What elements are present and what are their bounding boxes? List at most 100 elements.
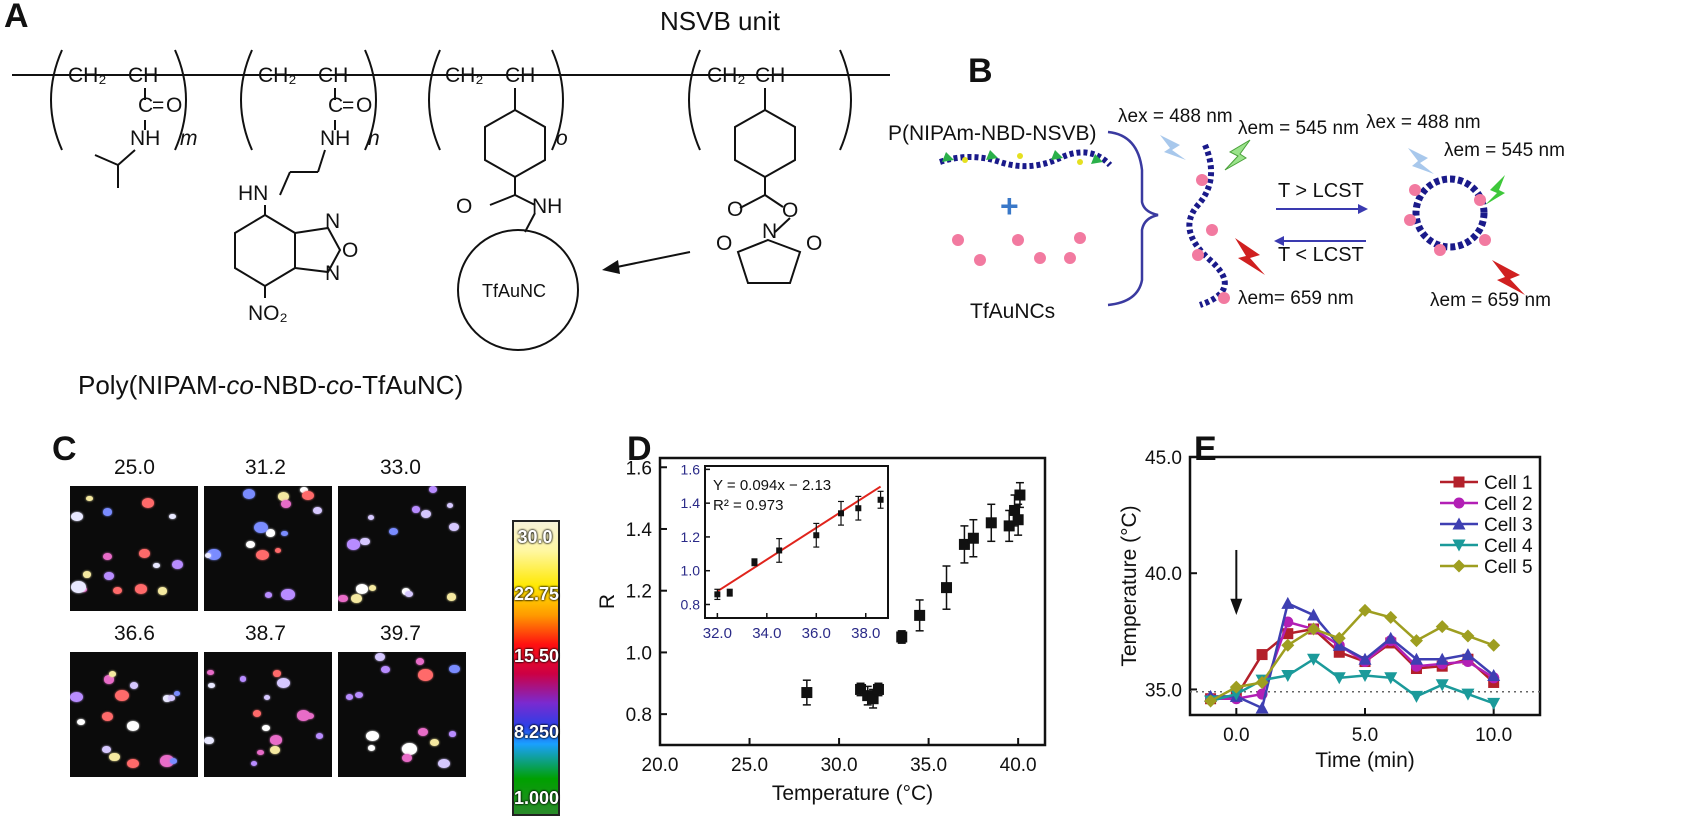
d-inset-frame: [704, 465, 889, 619]
cell-spot: [170, 757, 178, 764]
cell-spot: [139, 549, 150, 558]
svg-text:NH: NH: [320, 127, 350, 150]
temp-label-1: 25.0: [114, 456, 155, 479]
cell-spot: [266, 529, 276, 537]
svg-text:CH₂: CH₂: [445, 64, 483, 87]
d-inset-data-point: [838, 510, 845, 517]
cell-spot: [256, 749, 265, 756]
e-x-axis-label: Time (min): [1315, 749, 1415, 772]
cell-spot: [388, 528, 398, 536]
d-inset-x-tick-label: 38.0: [851, 625, 880, 642]
svg-text:CH₂: CH₂: [258, 64, 296, 87]
d-x-tick-label: 40.0: [1000, 755, 1037, 776]
d-inset-equation: Y = 0.094x − 2.13: [713, 477, 831, 494]
svg-text:+: +: [1000, 188, 1019, 224]
temp-label-4: 36.6: [114, 622, 155, 645]
d-data-point: [872, 683, 884, 695]
cell-spot: [70, 581, 86, 593]
cell-spot: [313, 507, 323, 515]
e-marker-diamond: [1255, 675, 1269, 689]
emission-label-1: λem = 545 nm: [1238, 118, 1359, 139]
svg-text:=: =: [342, 94, 354, 117]
cell-spot: [102, 508, 113, 517]
cell-spot: [173, 690, 181, 697]
cell-spot: [206, 548, 221, 561]
svg-text:o: o: [556, 127, 568, 150]
cell-spot: [102, 712, 114, 722]
cell-spot: [345, 693, 353, 700]
cell-spot: [168, 695, 176, 702]
micrograph-5: [204, 652, 332, 777]
d-data-point: [958, 538, 970, 550]
cell-spot: [265, 592, 273, 598]
cell-spot: [367, 514, 375, 521]
temp-label-2: 31.2: [245, 456, 286, 479]
e-marker-diamond: [1332, 631, 1346, 645]
polymer-structure-diagram: CH₂ CH C = O NH m CH₂ CH C = O NH n HN N…: [12, 49, 890, 351]
cell-spot: [108, 671, 116, 678]
d-data-point: [941, 582, 953, 594]
e-marker-diamond: [1281, 638, 1295, 652]
cell-spot: [280, 530, 288, 537]
micrograph-2: [204, 486, 332, 611]
polymer-title: Poly(NIPAM-co-NBD-co-TfAuNC): [78, 370, 464, 400]
e-marker-diamond: [1384, 610, 1398, 624]
cell-spot: [262, 724, 271, 731]
svg-text:NH: NH: [130, 127, 160, 150]
cell-spot: [204, 553, 211, 559]
d-inset-y-tick-label: 1.6: [681, 461, 701, 477]
cell-spot: [102, 745, 112, 753]
e-legend-label: Cell 3: [1484, 515, 1533, 536]
nsvb-unit-label: NSVB unit: [660, 6, 780, 36]
cell-spot: [421, 510, 432, 519]
svg-text:O: O: [456, 195, 472, 218]
e-marker-square: [1282, 628, 1294, 640]
cell-spot: [160, 755, 175, 767]
polymer-label: P(NIPAm-NBD-NSVB): [888, 122, 1097, 145]
d-data-point: [855, 683, 867, 695]
emission-label-3: λem= 659 nm: [1238, 288, 1354, 309]
d-data-point: [867, 693, 879, 705]
svg-text:m: m: [180, 127, 198, 150]
d-inset-y-tick-label: 1.2: [681, 529, 701, 545]
cell-spot: [256, 550, 270, 561]
svg-text:CH₂: CH₂: [707, 64, 745, 87]
svg-text:CH₂: CH₂: [68, 64, 106, 87]
e-marker-diamond: [1409, 634, 1423, 648]
e-arrow-head: [1230, 598, 1243, 616]
e-marker-triangle-up: [1487, 668, 1501, 681]
excitation-label-2: λex = 488 nm: [1366, 112, 1481, 133]
cell-spot: [447, 593, 457, 601]
svg-text:CH: CH: [128, 64, 158, 87]
cell-spot: [70, 692, 84, 703]
e-marker-triangle-down: [1281, 669, 1295, 682]
cell-spot: [129, 682, 139, 690]
svg-text:O: O: [166, 94, 182, 117]
svg-text:O: O: [356, 94, 372, 117]
cell-spot: [356, 584, 369, 594]
d-data-point: [1003, 520, 1015, 532]
colorbar-label-1: 30.0: [517, 527, 553, 547]
e-marker-square: [1453, 476, 1465, 488]
cell-spot: [239, 676, 247, 682]
d-inset-data-point: [726, 589, 733, 596]
cell-spot: [369, 585, 377, 591]
d-y-tick-label: 1.0: [626, 643, 652, 664]
d-inset-x-tick-label: 32.0: [703, 625, 732, 642]
d-inset-data-point: [855, 505, 862, 512]
e-legend-label: Cell 5: [1484, 557, 1533, 578]
e-marker-triangle-down: [1452, 539, 1466, 552]
cell-spot: [250, 760, 258, 766]
d-y-axis-label: R: [596, 594, 619, 609]
e-series-line: [1210, 601, 1495, 710]
cell-spot: [242, 489, 255, 499]
micrograph-4: [70, 652, 198, 777]
cell-spot: [411, 506, 420, 513]
cell-spot: [157, 587, 168, 595]
colorbar-label-5: 1.000: [514, 788, 560, 808]
svg-text:CH: CH: [318, 64, 348, 87]
cell-spot: [141, 497, 155, 508]
cell-spot: [354, 691, 364, 699]
cell-spot: [366, 731, 380, 742]
